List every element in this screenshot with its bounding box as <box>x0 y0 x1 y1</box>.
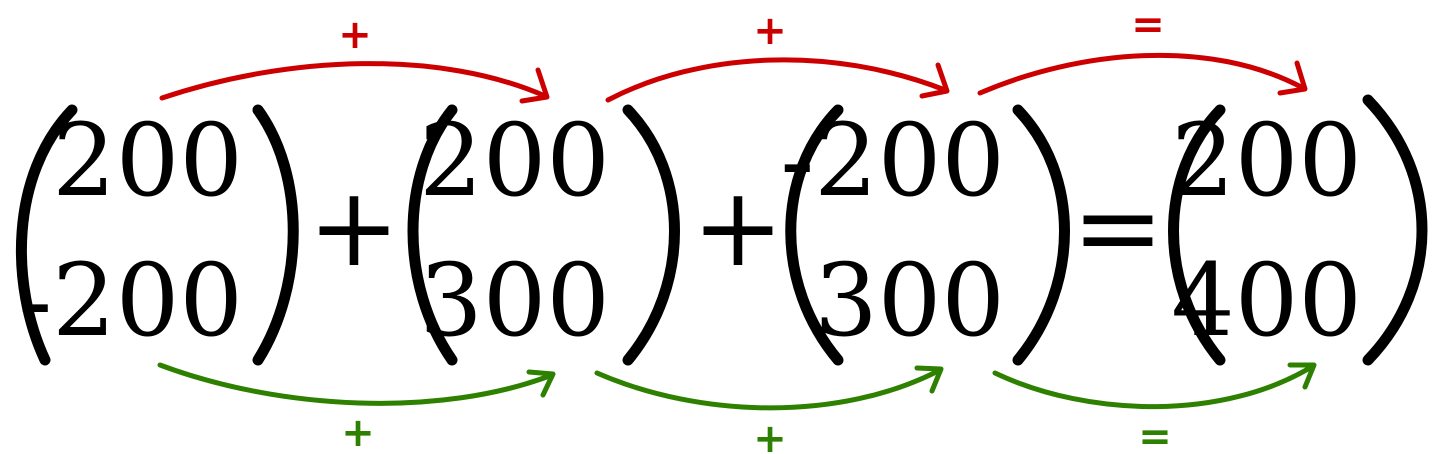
bottom-arrow-1 <box>157 362 555 406</box>
top-arrow-1-head <box>519 67 550 104</box>
operator-2: + <box>692 163 784 291</box>
top-arrows: + + = <box>159 2 1308 104</box>
top-arrow-2-head <box>919 62 950 99</box>
vector-4-right-paren <box>1362 94 1428 366</box>
top-arrow-3-label: = <box>1131 2 1165 48</box>
bottom-arrow-2 <box>594 367 943 411</box>
bottom-arrow-3 <box>992 363 1316 410</box>
top-arrow-3-head <box>1277 60 1308 96</box>
vector-4-bottom-value: 400 <box>1171 242 1362 359</box>
operator-3: = <box>1072 163 1164 291</box>
bottom-arrows: + + = <box>157 362 1317 454</box>
bottom-arrow-2-label: + <box>753 416 787 454</box>
vector-3-right-paren <box>1012 104 1070 366</box>
bottom-arrow-1-label: + <box>341 410 375 454</box>
vector-2-left-paren <box>407 104 458 366</box>
vector-1-right-paren <box>252 104 299 366</box>
vector-2-top-value: 200 <box>419 102 610 219</box>
vector-2: 200 300 <box>407 102 680 366</box>
vector-4-left-paren <box>1168 104 1226 366</box>
vector-2-bottom-value: 300 <box>419 242 610 359</box>
top-arrow-3 <box>977 52 1306 96</box>
top-arrow-2-label: + <box>753 8 787 54</box>
top-arrow-2 <box>605 57 948 103</box>
top-arrow-1 <box>159 61 548 101</box>
bottom-arrow-2-head <box>914 365 944 394</box>
top-arrow-1-label: + <box>338 12 372 58</box>
bottom-arrow-3-head <box>1287 362 1317 390</box>
vector-3-top-value: -200 <box>780 102 1005 219</box>
vector-1-left-paren <box>15 104 78 366</box>
bottom-arrow-3-label: = <box>1138 414 1172 454</box>
vector-1-top-value: 200 <box>52 102 243 219</box>
vector-2-right-paren <box>622 104 680 366</box>
vector-3-left-paren <box>785 104 844 366</box>
bottom-arrow-1-head <box>526 369 556 398</box>
vector-4-top-value: 200 <box>1171 102 1362 219</box>
vector-4-result: 200 400 <box>1168 94 1428 366</box>
vector-3: -200 300 <box>780 102 1070 366</box>
vector-3-bottom-value: 300 <box>814 242 1005 359</box>
operator-1: + <box>308 163 400 291</box>
vector-1-bottom-value: -200 <box>18 242 243 359</box>
vector-1: 200 -200 <box>15 102 299 366</box>
